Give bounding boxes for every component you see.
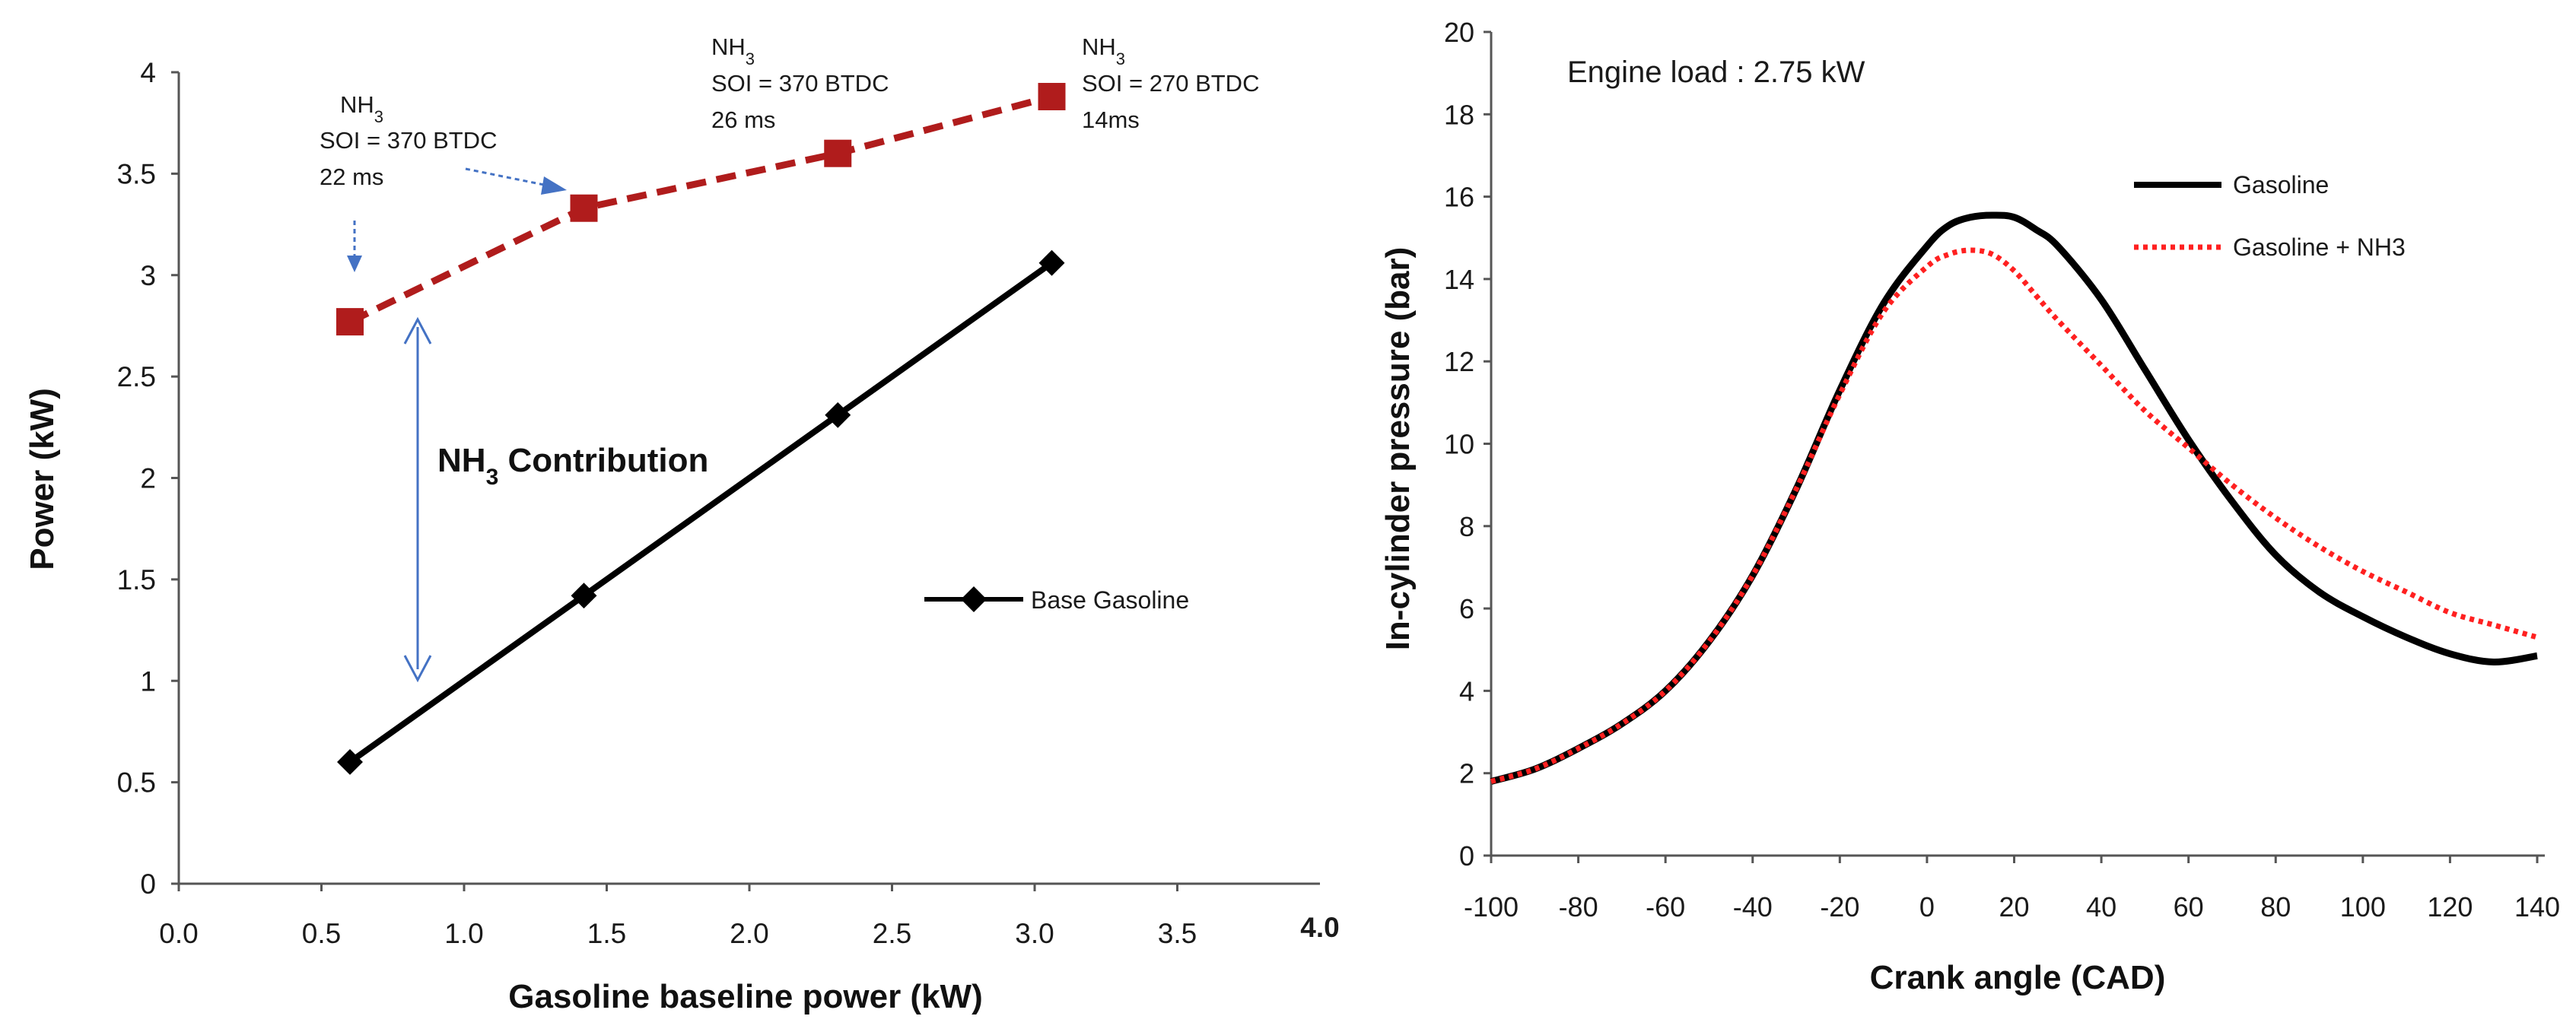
legend-base-gasoline-label: Base Gasoline xyxy=(1031,586,1189,614)
left-y-tick-label: 0 xyxy=(140,868,156,900)
left-y-tick-label: 2.5 xyxy=(117,361,156,392)
legend-base-gasoline-marker xyxy=(961,586,987,612)
left-x-tick-label: 3.0 xyxy=(1015,918,1054,949)
nh3-line xyxy=(348,93,1053,325)
annotation-1: NH3 xyxy=(340,91,383,126)
right-y-tick-label: 16 xyxy=(1444,182,1474,213)
base-gasoline-line xyxy=(348,260,1054,765)
left-x-tick-label: 4.0 xyxy=(1300,912,1339,943)
base-gasoline-point xyxy=(571,583,597,609)
annotation-arrow-1 xyxy=(347,221,362,272)
left-x-tick-label: 1.0 xyxy=(444,918,483,949)
annotation-3-soi: SOI = 270 BTDC xyxy=(1082,70,1259,97)
right-x-tick-label: 80 xyxy=(2260,891,2291,922)
right-y-tick-label: 2 xyxy=(1459,758,1474,789)
right-x-tick-label: -60 xyxy=(1646,891,1685,922)
right-x-tick-label: -100 xyxy=(1464,891,1519,922)
nh3-point xyxy=(570,194,598,222)
left-x-axis-title: Gasoline baseline power (kW) xyxy=(508,978,982,1015)
right-x-tick-label: 100 xyxy=(2340,891,2386,922)
left-y-tick-label: 1.5 xyxy=(117,564,156,595)
left-chart: 0 0.5 1 1.5 2 2.5 3 3.5 4 0.0 0.5 1.0 1.5 2.0 2.5 3.0 3… xyxy=(24,33,1340,1015)
left-x-tick-label: 2.0 xyxy=(730,918,768,949)
right-x-tick-label: -40 xyxy=(1733,891,1773,922)
nh3-point xyxy=(824,139,852,167)
annotation-2: NH3 xyxy=(711,33,755,68)
annotation-arrow-2 xyxy=(465,167,567,195)
nh3-contribution-arrow xyxy=(403,316,432,683)
right-y-ticks: 0 2 4 6 8 10 12 14 16 18 20 xyxy=(1444,17,1491,872)
right-x-tick-label: 120 xyxy=(2427,891,2473,922)
left-x-tick-label: 0.5 xyxy=(302,918,341,949)
left-y-ticks: 0 0.5 1 1.5 2 2.5 3 3.5 4 xyxy=(117,57,179,900)
left-y-tick-label: 1 xyxy=(140,665,156,697)
annotation-3-time: 14ms xyxy=(1082,106,1140,133)
left-series xyxy=(336,83,1066,775)
left-x-ticks: 0.0 0.5 1.0 1.5 2.0 2.5 3.0 3.5 4.0 xyxy=(159,884,1340,949)
left-y-axis-title: Power (kW) xyxy=(24,388,61,570)
right-y-tick-label: 10 xyxy=(1444,429,1474,460)
right-x-axis-title: Crank angle (CAD) xyxy=(1870,959,2166,996)
left-y-tick-label: 4 xyxy=(140,57,156,88)
engine-load-label: Engine load : 2.75 kW xyxy=(1567,56,1865,89)
annotation-1-time: 22 ms xyxy=(320,164,383,190)
right-chart: 0 2 4 6 8 10 12 14 16 18 20 -100 -80 -60 -40 -20 0 20 40 6… xyxy=(1379,17,2560,996)
base-gasoline-point xyxy=(825,402,851,428)
right-y-tick-label: 8 xyxy=(1459,511,1474,542)
right-y-tick-label: 14 xyxy=(1444,264,1474,295)
annotation-1-soi: SOI = 370 BTDC xyxy=(320,127,497,154)
left-y-tick-label: 3 xyxy=(140,260,156,291)
annotation-2-time: 26 ms xyxy=(711,106,775,133)
right-series xyxy=(1490,211,2538,785)
left-legend: Base Gasoline xyxy=(924,586,1189,614)
annotation-2-soi: SOI = 370 BTDC xyxy=(711,70,889,97)
right-x-tick-label: 140 xyxy=(2514,891,2560,922)
left-x-tick-label: 3.5 xyxy=(1158,918,1197,949)
annotation-3: NH3 xyxy=(1082,33,1125,68)
right-x-tick-label: 20 xyxy=(1999,891,2029,922)
legend-gasoline-nh3-label: Gasoline + NH3 xyxy=(2233,233,2406,261)
right-legend: Gasoline Gasoline + NH3 xyxy=(2134,171,2406,261)
nh3-contribution-label: NH3 Contribution xyxy=(437,442,708,490)
left-x-tick-label: 1.5 xyxy=(587,918,626,949)
right-x-tick-label: -20 xyxy=(1820,891,1859,922)
right-y-tick-label: 18 xyxy=(1444,99,1474,130)
left-y-tick-label: 0.5 xyxy=(117,767,156,799)
base-gasoline-point xyxy=(337,748,363,775)
right-x-tick-label: 0 xyxy=(1919,891,1935,922)
right-x-tick-label: 40 xyxy=(2086,891,2116,922)
gasoline-nh3-pressure-curve xyxy=(1490,247,2538,784)
nh3-point xyxy=(336,308,364,336)
right-y-tick-label: 4 xyxy=(1459,675,1474,707)
base-gasoline-point xyxy=(1038,249,1065,276)
left-y-tick-label: 2 xyxy=(140,463,156,494)
right-y-tick-label: 12 xyxy=(1444,346,1474,377)
right-y-tick-label: 0 xyxy=(1459,840,1474,872)
gasoline-pressure-curve xyxy=(1490,211,2538,785)
right-y-axis-title: In-cylinder pressure (bar) xyxy=(1379,247,1417,651)
legend-gasoline-label: Gasoline xyxy=(2233,171,2329,198)
left-x-tick-label: 2.5 xyxy=(873,918,911,949)
left-x-tick-label: 0.0 xyxy=(159,918,198,949)
right-x-tick-label: -80 xyxy=(1559,891,1598,922)
right-y-tick-label: 6 xyxy=(1459,593,1474,624)
right-x-ticks: -100 -80 -60 -40 -20 0 20 40 60 80 100 120 140 xyxy=(1464,856,2560,922)
right-y-tick-label: 20 xyxy=(1444,17,1474,48)
nh3-point xyxy=(1038,83,1066,111)
left-y-tick-label: 3.5 xyxy=(117,158,156,189)
right-x-tick-label: 60 xyxy=(2174,891,2204,922)
